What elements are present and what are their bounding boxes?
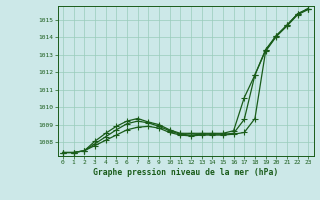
X-axis label: Graphe pression niveau de la mer (hPa): Graphe pression niveau de la mer (hPa) [93,168,278,177]
